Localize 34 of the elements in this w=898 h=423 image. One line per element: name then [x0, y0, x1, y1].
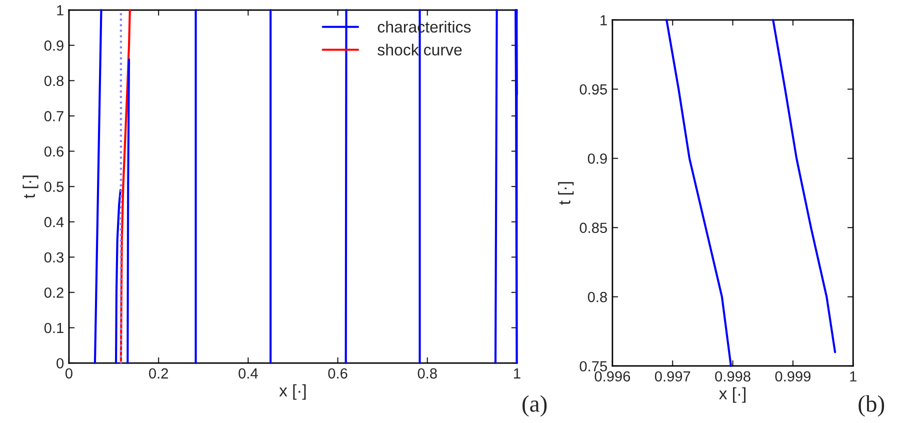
y-tick-label: 0.95	[580, 84, 607, 95]
y-tick-label: 0.9	[44, 40, 64, 51]
text: (b)	[858, 395, 884, 417]
x-tick-label: 0.2	[149, 368, 168, 379]
text: (a)	[522, 395, 547, 417]
y-tick-label: 0.7	[44, 111, 64, 122]
x-axis-title: x [·]	[719, 387, 746, 403]
y-tick-label: 1	[600, 15, 607, 26]
y-tick-label: 0.8	[44, 76, 64, 86]
x-tick-label: 0.8	[418, 368, 437, 379]
y-tick-label: 0.6	[44, 146, 64, 157]
x-tick-label: 0	[65, 368, 72, 379]
y-tick-label: 0.5	[44, 182, 64, 192]
x-axis-title: x [·]	[279, 384, 306, 400]
x-tick-label: 0.996	[594, 371, 630, 382]
y-tick-label: 1	[57, 5, 64, 16]
x-tick-label: 0.997	[654, 371, 690, 382]
y-axis-title: t [·]	[22, 176, 38, 198]
x-tick-label: 0.998	[715, 371, 750, 382]
x-tick-label: 0.6	[328, 368, 348, 379]
y-tick-label: 0	[56, 358, 64, 368]
x-tick-label: 0.4	[238, 368, 258, 379]
y-tick-label: 0.9	[588, 153, 607, 164]
y-tick-label: 0.3	[44, 252, 64, 263]
y-tick-label: 0.1	[44, 322, 64, 334]
x-tick-label: 1	[514, 368, 520, 378]
x-tick-label: 0.999	[775, 371, 810, 382]
y-tick-label: 0.85	[580, 222, 607, 233]
y-axis-title: t [·]	[558, 182, 574, 205]
y-tick-label: 0.4	[44, 216, 64, 228]
y-tick-label: 0.2	[44, 288, 64, 298]
y-tick-label: 0.8	[588, 292, 607, 302]
x-tick-label: 1	[850, 371, 856, 382]
y-tick-label: 0.75	[580, 361, 607, 372]
